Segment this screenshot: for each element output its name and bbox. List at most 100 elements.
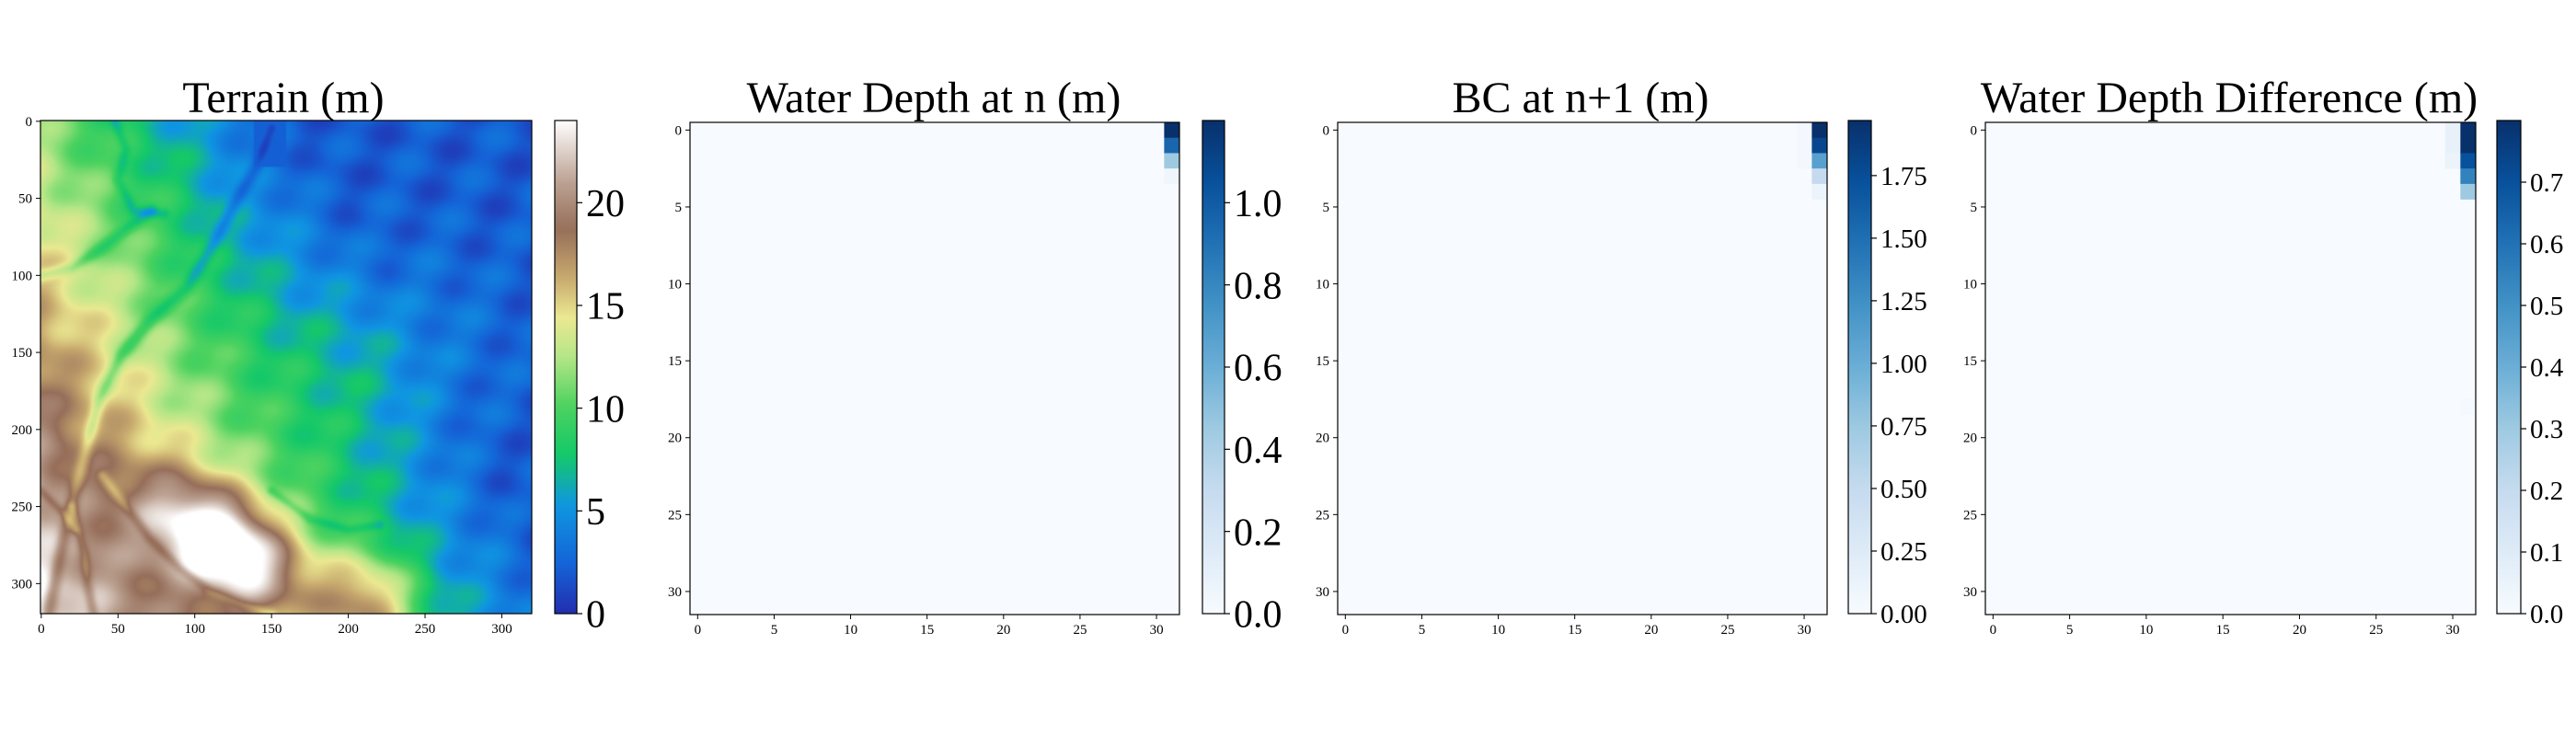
y-tick-label: 10 [1963,278,1977,293]
x-tick-label: 0 [1342,623,1350,638]
x-tick-label: 0 [1990,623,1997,638]
x-tick-label: 5 [771,623,778,638]
y-tick-label: 0 [1323,123,1330,138]
heatmap-cell [1164,168,1180,185]
axes-frame [1337,121,1828,615]
heatmap-cell [1811,183,1828,200]
colorbar-tick-label: 0.5 [2530,292,2563,321]
y-tick-label: 0 [675,123,683,138]
y-tick-label: 250 [12,500,33,515]
y-tick-label: 15 [1316,354,1329,369]
heatmap-cell [1796,122,1812,139]
x-tick-label: 20 [996,623,1010,638]
x-tick-label: 0 [695,623,702,638]
colorbar-tick-label: 15 [586,286,625,328]
colorbar-tick-label: 10 [586,388,625,431]
y-tick-label: 0 [26,115,33,130]
x-tick-label: 25 [1073,623,1087,638]
colorbar-tick-label: 0.6 [1234,348,1282,390]
panel-title: Terrain (m) [182,74,384,122]
y-tick-label: 5 [675,201,683,215]
x-tick-label: 100 [184,622,205,637]
x-tick-label: 20 [2293,623,2306,638]
panel-4: Water Depth Difference (m)0 5 10 15 20 25 3005… [1963,74,2564,638]
heatmap-cell [2460,122,2477,139]
x-tick-label: 250 [415,622,436,637]
y-tick-label: 10 [1316,278,1329,293]
colorbar-tick-label: 0.0 [1234,594,1282,637]
colorbar-tick-label: 20 [586,183,625,225]
x-tick-label: 0 [38,622,45,637]
y-tick-label: 25 [1963,508,1977,523]
terrain-raster [40,121,532,614]
colorbar-tick-label: 0.3 [2530,415,2563,444]
heatmap-cell [1796,153,1812,169]
y-tick-label: 25 [668,508,682,523]
colorbar-tick-label: 0.50 [1880,475,1927,504]
heatmap-cell [1164,122,1180,139]
y-tick-label: 0 [1971,123,1978,138]
heatmap-cell [1811,153,1828,169]
heatmap-cell [2444,122,2461,139]
heatmap-background [1338,122,1827,615]
panel-title: BC at n+1 (m) [1452,74,1708,122]
colorbar [2496,120,2522,615]
colorbar-tick-label: 0.1 [2530,538,2563,568]
x-tick-label: 15 [2216,623,2230,638]
y-tick-label: 15 [668,354,682,369]
colorbar-tick-label: 0.75 [1880,412,1927,442]
colorbar-tick-label: 0.6 [2530,230,2563,259]
x-tick-label: 30 [2446,623,2460,638]
y-tick-label: 30 [668,585,682,600]
x-tick-label: 30 [1150,623,1164,638]
x-tick-label: 150 [261,622,282,637]
heatmap-cell [1811,137,1828,154]
colorbar-tick-label: 0.7 [2530,168,2563,198]
y-tick-label: 150 [12,346,33,361]
y-tick-label: 200 [12,423,33,438]
x-tick-label: 300 [491,622,512,637]
heatmap-cell [1164,137,1180,154]
y-tick-label: 20 [1963,431,1977,446]
colorbar-tick-label: 0.4 [1234,430,1282,472]
axes-frame [689,121,1180,615]
colorbar-tick-label: 1.25 [1880,287,1927,316]
x-tick-label: 5 [2066,623,2074,638]
y-tick-label: 15 [1963,354,1977,369]
colorbar-tick-label: 0.2 [2530,477,2563,506]
x-tick-label: 20 [1644,623,1658,638]
x-tick-label: 15 [1568,623,1581,638]
heatmap-cell [2460,137,2477,154]
y-tick-label: 20 [1316,431,1329,446]
y-tick-label: 300 [12,577,33,592]
y-tick-label: 5 [1323,201,1330,215]
colorbar [1847,120,1872,615]
heatmap-cell [1796,137,1812,154]
x-tick-label: 25 [2369,623,2383,638]
colorbar-tick-label: 0.2 [1234,512,1282,554]
x-tick-label: 10 [2139,623,2153,638]
axes-frame [1984,121,2477,615]
heatmap-cell [2460,183,2477,200]
x-tick-label: 25 [1720,623,1734,638]
heatmap-cell [1164,153,1180,169]
y-tick-label: 20 [668,431,682,446]
heatmap-cell [2444,153,2461,169]
colorbar-tick-label: 1.0 [1234,183,1282,225]
y-tick-label: 25 [1316,508,1329,523]
x-tick-label: 200 [338,622,359,637]
heatmap-background [690,122,1179,615]
y-tick-label: 30 [1316,585,1329,600]
panel-1: Terrain (m)0 50 100 150 200 250 30005010015020… [12,74,626,637]
x-tick-label: 10 [844,623,857,638]
x-tick-label: 15 [920,623,934,638]
y-tick-label: 5 [1971,201,1978,215]
heatmap-background [1985,122,2476,615]
colorbar-tick-label: 0.00 [1880,600,1927,629]
heatmap-cell [2444,137,2461,154]
panel-2: Water Depth at n (m) 0 5 10 15 20 25 30 0 5 10 15 20… [668,74,1282,638]
y-tick-label: 100 [12,269,33,283]
heatmap-cell [2460,153,2477,169]
x-tick-label: 10 [1491,623,1505,638]
